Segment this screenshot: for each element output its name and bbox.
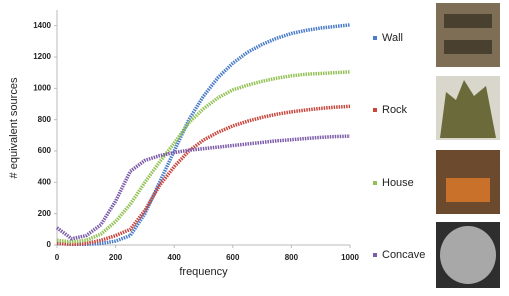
x-tick-label: 800 — [285, 253, 299, 262]
x-tick-label: 200 — [109, 253, 123, 262]
legend-label: Rock — [382, 104, 408, 116]
y-tick-label: 400 — [38, 177, 52, 186]
y-tick-label: 600 — [38, 146, 52, 155]
legend-swatch — [373, 253, 377, 257]
y-tick-label: 200 — [38, 209, 52, 218]
y-tick-label: 1200 — [33, 52, 51, 61]
x-tick-label: 600 — [226, 253, 240, 262]
legend-label: House — [382, 177, 414, 189]
x-tick-label: 0 — [55, 253, 60, 262]
concave-dish — [440, 226, 496, 284]
legend-swatch — [373, 36, 377, 40]
legend-label: Concave — [382, 249, 425, 261]
x-axis-label: frequency — [179, 266, 228, 278]
wall-windows — [444, 40, 492, 54]
y-tick-label: 1000 — [33, 83, 51, 92]
house-wall — [446, 178, 490, 202]
thumbnails — [436, 3, 500, 288]
legend-swatch — [373, 108, 377, 112]
y-tick-label: 0 — [47, 240, 52, 249]
wall-image — [436, 3, 500, 67]
series-line — [57, 25, 350, 244]
wall-windows — [444, 14, 492, 28]
chart: frequency # equivalent sources 0 200 400 60… — [0, 0, 509, 291]
y-tick-label: 1400 — [33, 21, 51, 30]
legend-label: Wall — [382, 32, 403, 44]
y-axis-label: # equivalent sources — [8, 77, 20, 178]
y-tick-label: 800 — [38, 115, 52, 124]
series-line — [57, 136, 350, 239]
x-tick-label: 1000 — [341, 253, 359, 262]
x-tick-label: 400 — [168, 253, 182, 262]
legend-swatch — [373, 181, 377, 185]
